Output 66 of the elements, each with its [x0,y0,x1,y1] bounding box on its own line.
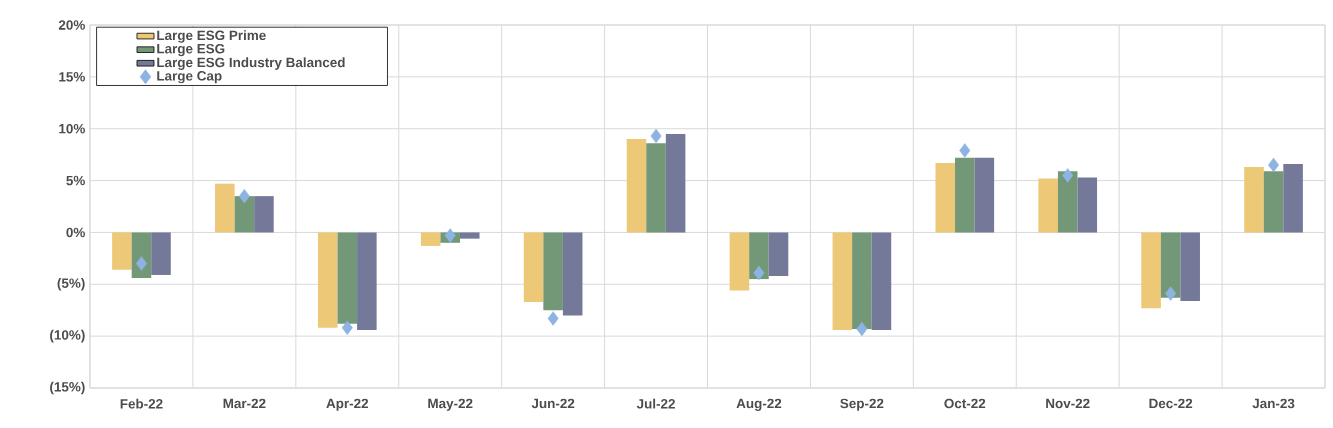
bar [317,232,338,328]
bar [646,143,666,233]
legend-label: Large ESG Industry Balanced [157,57,345,70]
x-tick-label: Feb-22 [120,398,163,409]
point [856,321,868,337]
bar [1180,232,1200,301]
point [136,256,147,271]
bar [1077,177,1098,233]
point [1165,286,1177,301]
x-tick-label: Jul-22 [636,398,675,409]
x-tick-label: Oct-22 [944,398,986,409]
bar [832,232,853,330]
point [753,265,765,281]
bar [729,232,750,291]
x-tick-label: Sep-22 [840,398,884,411]
bar [1141,232,1161,309]
bar [215,183,235,233]
bar [254,196,274,233]
bar [665,133,686,233]
bar [852,232,872,329]
y-tick-label: 15% [59,72,85,82]
y-tick-label: 10% [59,123,85,134]
bar [562,232,583,316]
point [238,188,250,204]
bar [420,232,441,246]
bar [1038,178,1058,233]
bar [523,232,544,302]
legend-label: Large ESG [157,43,225,57]
point [650,128,662,144]
x-tick-label: May-22 [428,398,473,411]
bar [974,157,995,233]
x-tick-label: Mar-22 [223,398,266,409]
x-tick-label: Aug-22 [736,398,782,411]
bar [337,232,358,324]
bar [1160,232,1181,298]
point [547,311,559,326]
x-tick-label: Nov-22 [1046,398,1090,409]
bar [151,232,171,275]
y-tick-label: 20% [58,20,85,30]
y-tick-label: (10%) [50,329,85,343]
bar [112,232,132,270]
legend-label: Large ESG Prime [157,30,266,43]
y-tick-label: (5%) [57,278,85,291]
point [444,228,456,243]
x-tick-label: Jan-23 [1252,398,1295,409]
x-tick-label: Jun-22 [531,398,575,409]
bar [1263,171,1284,233]
bar [935,162,956,233]
bar [357,232,377,330]
point [341,320,353,336]
point [1062,168,1074,183]
y-tick-label: 0% [66,227,85,238]
legend-label: Large Cap [157,71,222,84]
point [959,143,971,158]
y-tick-label: 5% [66,175,85,186]
bar [768,232,789,276]
bar [543,232,563,311]
bar [1283,163,1303,233]
bar [459,232,480,239]
bar [871,232,892,330]
bar [1244,167,1264,233]
y-tick-label: (15%) [50,381,85,395]
bar [626,139,647,233]
x-tick-label: Apr-22 [326,398,369,411]
bar [955,157,975,233]
x-tick-label: Dec-22 [1149,398,1193,409]
